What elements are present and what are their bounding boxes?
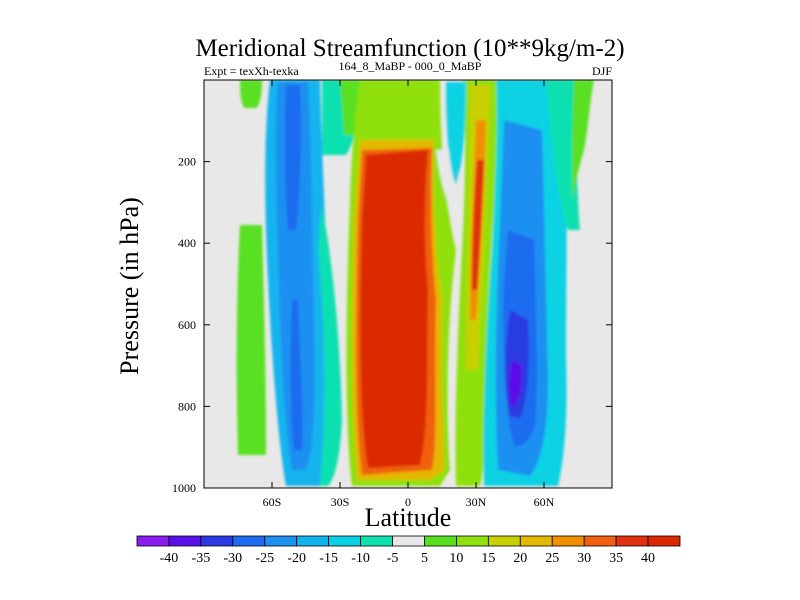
contour-sh-green-top xyxy=(240,80,262,108)
x-tick-label: 60S xyxy=(263,495,282,509)
plot-area xyxy=(204,80,612,488)
right-string: DJF xyxy=(592,64,612,78)
x-tick-label: 30N xyxy=(466,495,487,509)
colorbar-swatch xyxy=(456,535,489,547)
colorbar-label: -5 xyxy=(387,551,399,566)
chart-title: Meridional Streamfunction (10**9kg/m-2) xyxy=(195,35,624,62)
y-tick-label: 400 xyxy=(178,236,196,250)
colorbar-swatch xyxy=(551,535,585,547)
colorbar-label: -20 xyxy=(287,551,306,566)
center-string: 164_8_MaBP - 000_0_MaBP xyxy=(339,59,482,73)
colorbar-swatch xyxy=(232,535,266,547)
y-axis-label: Pressure (in hPa) xyxy=(115,197,144,375)
y-tick-label: 600 xyxy=(178,318,196,332)
colorbar-label: 15 xyxy=(481,551,495,566)
colorbar-swatch xyxy=(392,535,425,547)
colorbar-swatch xyxy=(200,535,234,547)
x-tick-label: 0 xyxy=(405,495,411,509)
y-tick-label: 800 xyxy=(178,399,196,413)
colorbar-swatch xyxy=(168,535,202,547)
colorbar-label: -25 xyxy=(255,551,274,566)
colorbar-label: -15 xyxy=(319,551,338,566)
contour-nh-blue4 xyxy=(508,360,522,406)
contour-sh-neg-3 xyxy=(284,85,301,230)
colorbar-label: 30 xyxy=(577,551,591,566)
colorbar-swatch xyxy=(360,535,393,547)
x-tick-label: 30S xyxy=(331,495,350,509)
colorbar-label: 25 xyxy=(545,551,559,566)
x-axis-label: Latitude xyxy=(365,503,452,532)
colorbar-label: 35 xyxy=(609,551,623,566)
contour-nh-green xyxy=(572,80,594,200)
colorbar-label: -35 xyxy=(192,551,211,566)
y-axis-ticks: 200 400 600 800 1000 xyxy=(172,155,612,495)
colorbar-swatch xyxy=(424,535,457,547)
colorbar-label: 5 xyxy=(421,551,428,566)
contour-sh-teal-edge xyxy=(318,205,342,486)
colorbar-swatch xyxy=(487,535,521,547)
colorbar-swatch xyxy=(136,535,170,547)
colorbar-label: 10 xyxy=(449,551,463,566)
colorbar: -40 -35 -30 -25 -20 -15 -10 -5 5 10 15 20 25 30 35 40 xyxy=(136,535,681,566)
y-tick-label: 1000 xyxy=(172,481,196,495)
y-tick-label: 200 xyxy=(178,155,196,169)
contour-trop-red xyxy=(360,150,428,468)
x-axis-ticks: 60S 30S 0 30N 60N xyxy=(263,80,555,509)
x-tick-label: 60N xyxy=(534,495,555,509)
colorbar-swatch xyxy=(296,535,330,547)
colorbar-swatch xyxy=(519,535,553,547)
colorbar-label: -10 xyxy=(351,551,370,566)
contour-mid-cyan xyxy=(446,82,466,185)
colorbar-swatch xyxy=(328,535,361,547)
colorbar-label: 40 xyxy=(641,551,655,566)
contour-sh-neg-4 xyxy=(290,300,303,450)
colorbar-swatch xyxy=(264,535,298,547)
left-string: Expt = texXh-texka xyxy=(204,64,299,78)
colorbar-swatch xyxy=(583,535,617,547)
colorbar-label: -30 xyxy=(223,551,242,566)
colorbar-label: -40 xyxy=(160,551,179,566)
contour-sh-green-outer xyxy=(236,225,266,455)
contour-subtrop-red xyxy=(472,160,484,290)
colorbar-swatch xyxy=(615,535,649,547)
colorbar-label: 20 xyxy=(513,551,527,566)
colorbar-swatch xyxy=(647,535,681,547)
contour-nh-upper-teal xyxy=(546,80,580,230)
